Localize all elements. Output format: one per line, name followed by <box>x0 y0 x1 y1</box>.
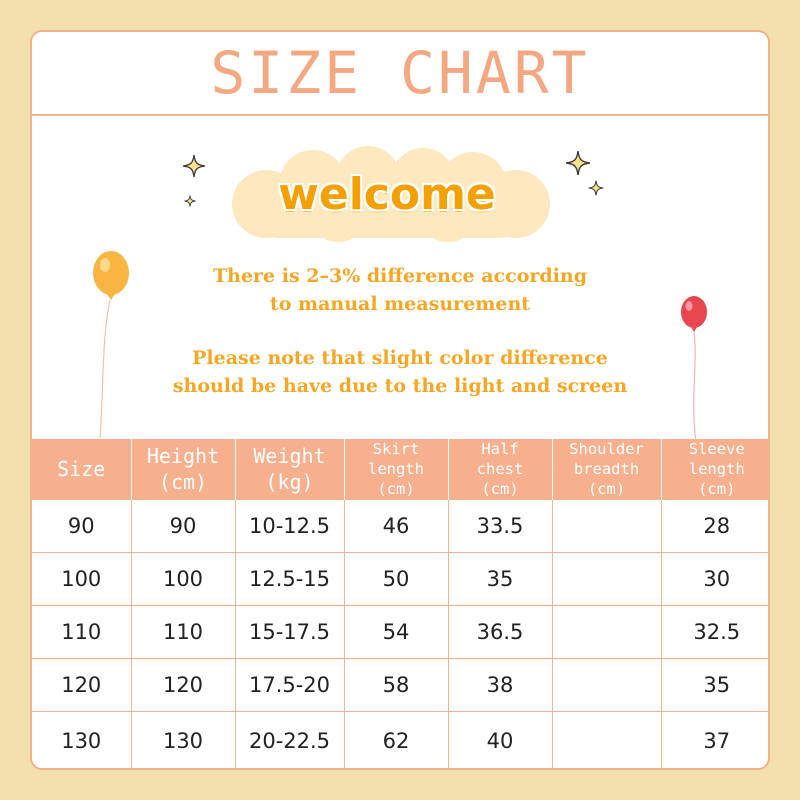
cell-weight: 20-22.5 <box>234 711 345 768</box>
table-row: 90 90 10-12.5 46 33.5 28 <box>32 499 768 553</box>
header-half-chest: Half chest (cm) <box>448 439 553 500</box>
header-sleeve-length: Sleeve length (cm) <box>661 439 768 500</box>
cell-sleeve-length: 28 <box>660 499 768 553</box>
cell-skirt-length: 46 <box>343 499 449 553</box>
cell-weight: 15-17.5 <box>234 605 345 659</box>
welcome-banner: welcome <box>218 146 556 242</box>
cell-size: 130 <box>32 711 132 768</box>
cell-sleeve-length: 32.5 <box>660 605 768 659</box>
header-size: Size <box>32 439 132 500</box>
cell-height: 90 <box>130 499 236 553</box>
table-row: 120 120 17.5-20 58 38 35 <box>32 658 768 712</box>
cell-shoulder-breadth <box>551 499 662 553</box>
sparkle-icon <box>182 154 206 178</box>
header-weight: Weight (kg) <box>235 439 345 500</box>
table-header-row: Size Height (cm) Weight (kg) Skirt length (c… <box>32 439 768 500</box>
red-balloon-icon <box>681 296 707 443</box>
note-line: Please note that slight color difference <box>192 347 608 369</box>
note-line: should be have due to the light and scre… <box>172 375 628 397</box>
measurement-note: There is 2–3% difference according to ma… <box>32 262 768 318</box>
welcome-text: welcome <box>278 168 496 220</box>
header-shoulder-breadth: Shoulder breadth (cm) <box>552 439 662 500</box>
cell-size: 110 <box>32 605 132 659</box>
cell-size: 90 <box>32 499 132 553</box>
cell-sleeve-length: 37 <box>660 711 768 768</box>
sparkle-icon <box>565 150 591 176</box>
color-note: Please note that slight color difference… <box>32 344 768 400</box>
cell-shoulder-breadth <box>551 711 662 768</box>
cell-skirt-length: 62 <box>343 711 449 768</box>
note-line: to manual measurement <box>269 293 531 315</box>
cell-half-chest: 38 <box>447 658 553 712</box>
note-line: There is 2–3% difference according <box>213 265 587 287</box>
title-bar: SIZE CHART <box>32 32 768 116</box>
cell-half-chest: 36.5 <box>447 605 553 659</box>
page-title: SIZE CHART <box>210 39 590 107</box>
cell-weight: 17.5-20 <box>234 658 345 712</box>
cell-size: 100 <box>32 552 132 606</box>
cell-sleeve-length: 30 <box>660 552 768 606</box>
cell-skirt-length: 58 <box>343 658 449 712</box>
sparkle-icon <box>184 195 196 207</box>
size-table: Size Height (cm) Weight (kg) Skirt length (c… <box>32 439 768 768</box>
cell-height: 130 <box>130 711 236 768</box>
cell-shoulder-breadth <box>551 552 662 606</box>
sparkle-icon <box>588 180 604 196</box>
cell-half-chest: 35 <box>447 552 553 606</box>
cell-sleeve-length: 35 <box>660 658 768 712</box>
table-row: 130 130 20-22.5 62 40 37 <box>32 711 768 768</box>
table-row: 100 100 12.5-15 50 35 30 <box>32 552 768 606</box>
cell-shoulder-breadth <box>551 605 662 659</box>
cell-half-chest: 40 <box>447 711 553 768</box>
cell-height: 120 <box>130 658 236 712</box>
cell-weight: 10-12.5 <box>234 499 345 553</box>
cell-height: 100 <box>130 552 236 606</box>
header-height: Height (cm) <box>131 439 236 500</box>
cell-shoulder-breadth <box>551 658 662 712</box>
cell-skirt-length: 50 <box>343 552 449 606</box>
cell-height: 110 <box>130 605 236 659</box>
header-skirt-length: Skirt length (cm) <box>344 439 449 500</box>
cell-weight: 12.5-15 <box>234 552 345 606</box>
cell-skirt-length: 54 <box>343 605 449 659</box>
table-row: 110 110 15-17.5 54 36.5 32.5 <box>32 605 768 659</box>
cell-half-chest: 33.5 <box>447 499 553 553</box>
size-chart-card: SIZE CHART welcome <box>30 30 770 770</box>
cell-size: 120 <box>32 658 132 712</box>
yellow-balloon-icon <box>93 251 129 439</box>
